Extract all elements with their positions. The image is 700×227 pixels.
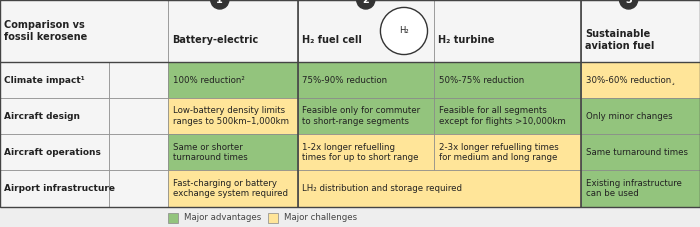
Circle shape bbox=[357, 0, 374, 9]
Bar bbox=[434, 62, 581, 98]
Text: H₂ fuel cell: H₂ fuel cell bbox=[302, 35, 361, 45]
Text: Battery-electric: Battery-electric bbox=[172, 35, 258, 45]
Bar bbox=[108, 98, 168, 134]
Bar bbox=[581, 98, 700, 134]
Bar bbox=[298, 0, 434, 62]
Bar bbox=[0, 98, 108, 134]
Text: Major advantages: Major advantages bbox=[184, 213, 261, 222]
Text: 50%-75% reduction: 50%-75% reduction bbox=[439, 76, 524, 84]
Text: Only minor changes: Only minor changes bbox=[586, 112, 673, 121]
Bar bbox=[168, 170, 298, 207]
Bar bbox=[581, 170, 700, 207]
Bar bbox=[581, 62, 700, 98]
Bar bbox=[434, 134, 581, 170]
Bar bbox=[0, 170, 108, 207]
Bar bbox=[108, 62, 168, 98]
Bar bbox=[168, 213, 178, 223]
Bar bbox=[581, 0, 700, 62]
Bar bbox=[0, 62, 108, 98]
Bar bbox=[298, 62, 434, 98]
Bar bbox=[581, 134, 700, 170]
Text: 75%-90% reduction: 75%-90% reduction bbox=[302, 76, 388, 84]
Text: Sustainable
aviation fuel: Sustainable aviation fuel bbox=[585, 30, 654, 51]
Text: H₂: H₂ bbox=[399, 27, 409, 35]
Bar bbox=[0, 134, 108, 170]
Bar bbox=[168, 62, 298, 98]
Circle shape bbox=[211, 0, 229, 9]
Text: Airport infrastructure: Airport infrastructure bbox=[4, 184, 115, 193]
Bar bbox=[298, 98, 434, 134]
Bar bbox=[168, 134, 298, 170]
Bar bbox=[108, 134, 168, 170]
Bar bbox=[0, 0, 168, 62]
Text: Feasible only for commuter
to short-range segments: Feasible only for commuter to short-rang… bbox=[302, 106, 421, 126]
Text: Fast-charging or battery
exchange system required: Fast-charging or battery exchange system… bbox=[173, 179, 288, 198]
Bar bbox=[298, 170, 581, 207]
Text: 1: 1 bbox=[216, 0, 223, 5]
Bar bbox=[434, 0, 581, 62]
Text: Low-battery density limits
ranges to 500km–1,000km: Low-battery density limits ranges to 500… bbox=[173, 106, 289, 126]
Text: Comparison vs
fossil kerosene: Comparison vs fossil kerosene bbox=[4, 20, 88, 42]
Text: Aircraft design: Aircraft design bbox=[4, 112, 80, 121]
Text: Climate impact¹: Climate impact¹ bbox=[4, 76, 85, 84]
Text: LH₂ distribution and storage required: LH₂ distribution and storage required bbox=[302, 184, 463, 193]
Text: 3: 3 bbox=[625, 0, 632, 5]
Text: Major challenges: Major challenges bbox=[284, 213, 357, 222]
Text: H₂ turbine: H₂ turbine bbox=[438, 35, 494, 45]
Text: 100% reduction²: 100% reduction² bbox=[173, 76, 245, 84]
Text: 2-3x longer refuelling times
for medium and long range: 2-3x longer refuelling times for medium … bbox=[439, 143, 559, 162]
Text: Same turnaround times: Same turnaround times bbox=[586, 148, 688, 157]
Text: Existing infrastructure
can be used: Existing infrastructure can be used bbox=[586, 179, 682, 198]
Text: Aircraft operations: Aircraft operations bbox=[4, 148, 101, 157]
Text: Feasible for all segments
except for flights >10,000km: Feasible for all segments except for fli… bbox=[439, 106, 566, 126]
Text: 2: 2 bbox=[363, 0, 369, 5]
Bar bbox=[168, 98, 298, 134]
Text: 30%-60% reduction¸: 30%-60% reduction¸ bbox=[586, 76, 676, 84]
Circle shape bbox=[380, 7, 428, 54]
Bar bbox=[298, 134, 434, 170]
Bar bbox=[268, 213, 278, 223]
Circle shape bbox=[620, 0, 638, 9]
Bar bbox=[108, 170, 168, 207]
Bar bbox=[168, 0, 298, 62]
Text: Same or shorter
turnaround times: Same or shorter turnaround times bbox=[173, 143, 248, 162]
Text: 1-2x longer refuelling
times for up to short range: 1-2x longer refuelling times for up to s… bbox=[302, 143, 419, 162]
Bar bbox=[434, 98, 581, 134]
